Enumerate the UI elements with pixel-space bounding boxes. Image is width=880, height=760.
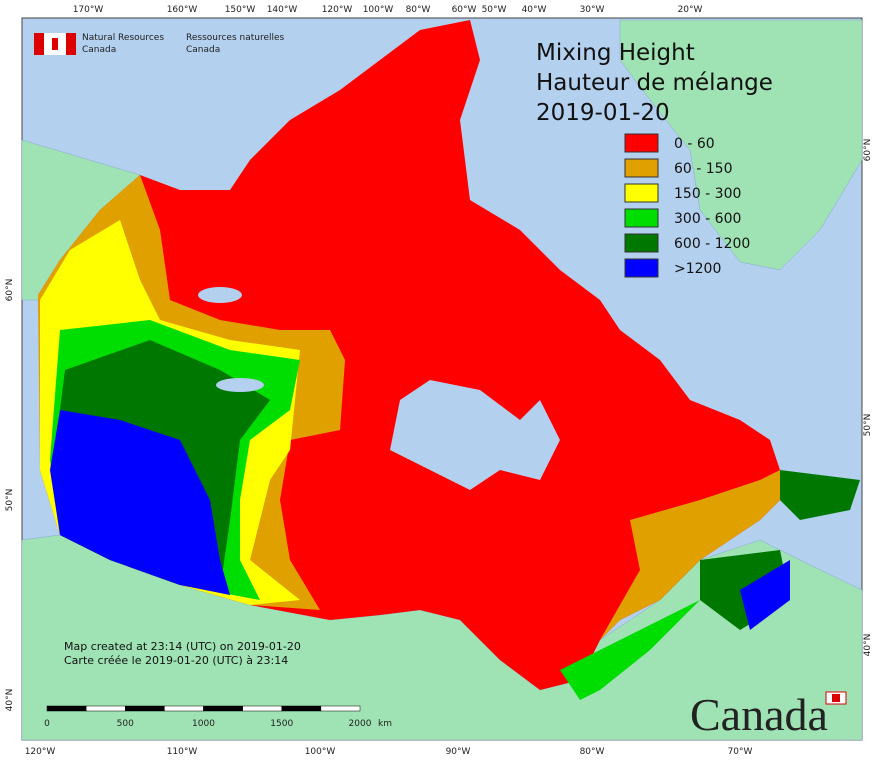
graticule-label: 150°W: [225, 5, 256, 15]
scale-segment: [203, 705, 243, 712]
legend-label: 150 - 300: [674, 186, 741, 202]
graticule-label: 140°W: [267, 5, 298, 15]
legend-label: 60 - 150: [674, 161, 733, 177]
land-outside: [21, 19, 863, 741]
graticule-label: 50°N: [863, 414, 873, 437]
legend-label: 300 - 600: [674, 211, 741, 227]
graticule-label: 80°W: [406, 5, 431, 15]
scale-label: 1500: [270, 719, 293, 729]
org-en: Canada: [82, 45, 116, 55]
org-en: Natural Resources: [82, 33, 164, 43]
created-fr: Carte créée le 2019-01-20 (UTC) à 23:14: [64, 654, 288, 667]
legend-swatch: [624, 133, 659, 153]
scale-label: 1000: [192, 719, 215, 729]
graticule-label: 40°N: [5, 689, 15, 712]
nrcan-flag-bar: [66, 33, 76, 55]
graticule-label: 80°W: [580, 747, 605, 757]
graticule-label: 160°W: [167, 5, 198, 15]
legend-swatch: [624, 158, 659, 178]
graticule-label: 100°W: [305, 747, 336, 757]
legend-title: Mixing Height: [536, 40, 695, 66]
graticule-label: 50°W: [482, 5, 507, 15]
legend-swatch: [624, 258, 659, 278]
graticule-label: 30°W: [580, 5, 605, 15]
graticule-label: 90°W: [446, 747, 471, 757]
graticule-label: 100°W: [363, 5, 394, 15]
graticule-label: 60°N: [863, 139, 873, 162]
canada-zones: [38, 20, 860, 700]
legend-swatch: [624, 183, 659, 203]
graticule-label: 120°W: [322, 5, 353, 15]
graticule-label: 20°W: [678, 5, 703, 15]
nrcan-flag-leaf: [52, 38, 58, 50]
nrcan-flag-bar: [34, 33, 44, 55]
scale-unit: km: [378, 719, 392, 729]
scale-label: 0: [44, 719, 50, 729]
scale-segment: [242, 705, 282, 712]
graticule-label: 70°W: [728, 747, 753, 757]
wordmark: Canada: [690, 689, 828, 740]
wordmark-flag: [832, 694, 840, 702]
legend-label: 600 - 1200: [674, 236, 750, 252]
graticule-label: 110°W: [167, 747, 198, 757]
legend-swatch: [624, 208, 659, 228]
graticule-label: 50°N: [5, 489, 15, 512]
scale-label: 2000: [349, 719, 372, 729]
legend-label: >1200: [674, 261, 721, 277]
graticule-label: 60°N: [5, 279, 15, 302]
scale-segment: [85, 705, 126, 712]
graticule-label: 60°W: [452, 5, 477, 15]
org-fr: Ressources naturelles: [186, 33, 285, 43]
scale-segment: [281, 705, 322, 712]
legend-label: 0 - 60: [674, 136, 715, 152]
legend-title: Hauteur de mélange: [536, 70, 773, 96]
scale-segment: [164, 705, 204, 712]
graticule-label: 120°W: [25, 747, 56, 757]
graticule-label: 170°W: [73, 5, 104, 15]
scale-segment: [125, 705, 165, 712]
scale-label: 500: [117, 719, 134, 729]
created-en: Map created at 23:14 (UTC) on 2019-01-20: [64, 640, 301, 653]
org-fr: Canada: [186, 45, 220, 55]
legend-title: 2019-01-20: [536, 100, 670, 126]
legend-swatch: [624, 233, 659, 253]
scale-segment: [46, 705, 87, 712]
graticule-label: 40°W: [522, 5, 547, 15]
graticule-label: 40°N: [863, 634, 873, 657]
scale-segment: [320, 705, 361, 712]
